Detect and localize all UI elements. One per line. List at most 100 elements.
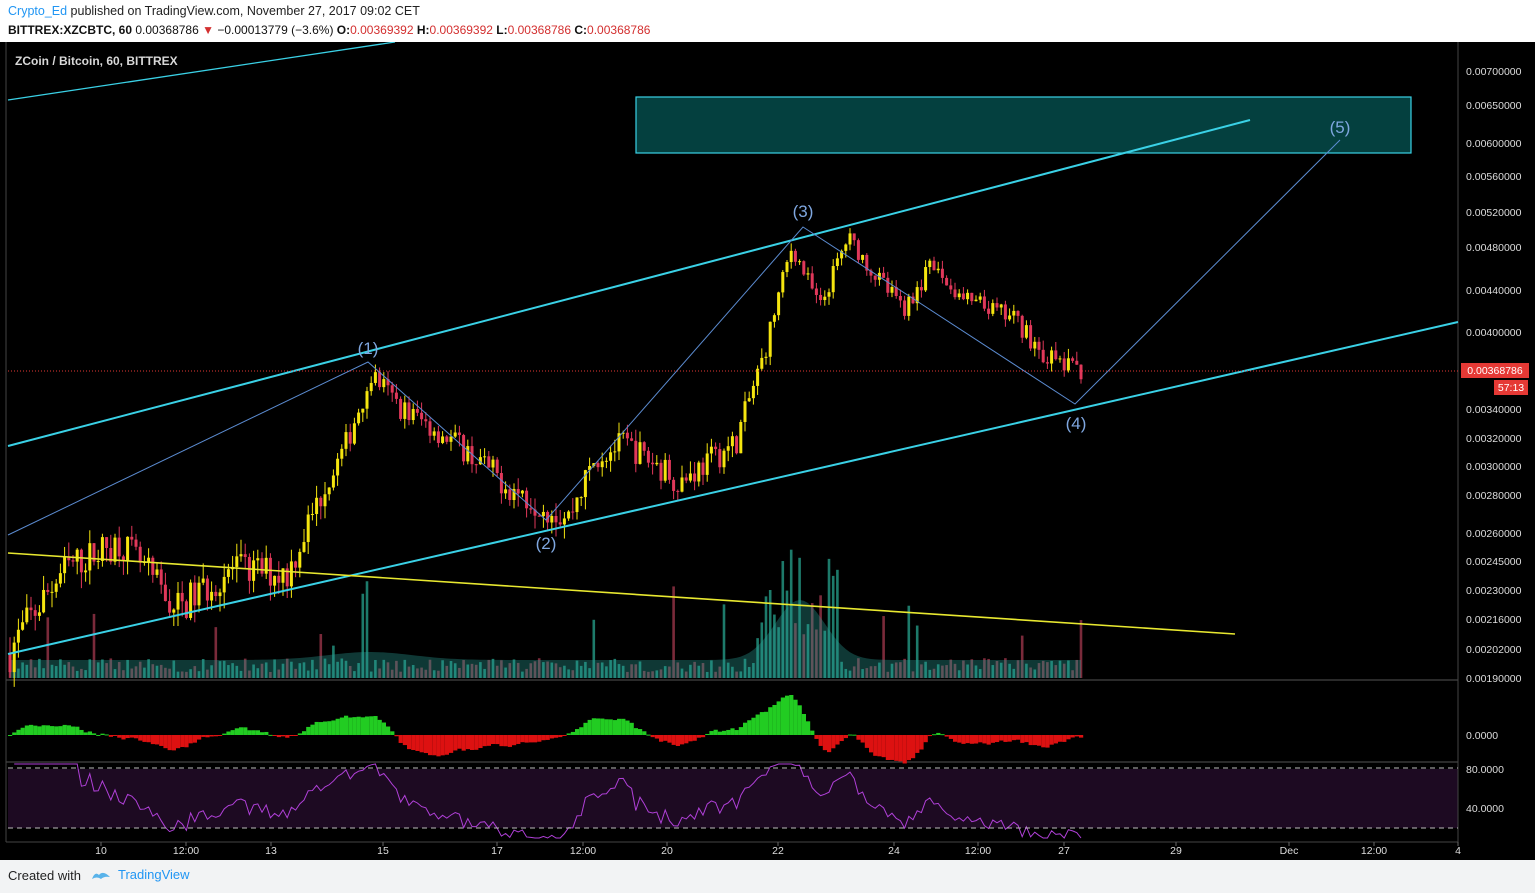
macd-bar [381,722,386,735]
macd-bar [596,718,601,735]
volume-bar [1033,669,1037,678]
macd-bar [289,735,294,736]
volume-bar [558,667,562,678]
volume-bar [1067,660,1070,678]
volume-bar [542,662,545,678]
candle-body [823,296,827,301]
volume-bar [407,666,411,678]
volume-bar [655,670,659,678]
volume-bar [999,662,1003,678]
macd-bar [465,735,470,750]
volume-bar [491,658,495,678]
macd-bar [444,735,449,755]
macd-bar [29,724,34,735]
volume-bar [25,664,29,678]
price-tick-label: 0.00202000 [1466,644,1522,656]
macd-bar [608,719,613,735]
upper-channel-line-old[interactable] [7,41,396,101]
macd-histogram [8,695,1084,764]
volume-bar [970,659,974,678]
chart-background [0,42,1535,860]
volume-bar [80,668,83,678]
countdown-label-bg [1494,380,1528,395]
yellow-trendline[interactable] [7,552,1236,635]
candle-body [29,607,33,611]
macd-bar [549,735,554,739]
volume-bar [256,668,260,678]
candle-body [134,539,138,547]
volume-bar [138,661,142,678]
volume-bar [474,664,478,678]
macd-bar [318,722,323,735]
volume-bar [781,561,785,678]
volume-bar [936,664,940,678]
candle-body [1066,358,1070,371]
candle-body [235,556,239,567]
target-zone-box[interactable] [635,96,1412,154]
candle-body [121,556,125,561]
chart-svg[interactable]: (1) (2) (3) (4) (5) ZCoin / Bitcoin, 60,… [0,41,1535,860]
tradingview-logo-icon [92,872,110,879]
candle-body [638,442,642,464]
candle-body [50,591,54,593]
volume-bar [831,575,835,678]
candle-body [1024,325,1028,338]
volume-bar [773,614,776,678]
macd-bar [268,734,273,736]
macd-bar [986,735,991,745]
macd-bar [944,735,949,737]
macd-bar [612,720,617,735]
macd-bar [213,735,218,737]
macd-bar [570,731,575,735]
macd-bar [587,719,592,735]
volume-bar [54,666,58,678]
macd-bar [953,735,958,742]
macd-bar [1020,735,1025,743]
candle-body [462,435,466,462]
macd-bar [772,704,777,735]
candle-body [663,459,667,481]
channel-upper-line[interactable] [7,119,1251,447]
candle-body [75,549,79,562]
macd-bar [995,735,1000,743]
price-axis[interactable]: 0.00700000 0.00650000 0.00600000 0.00560000… [1466,66,1522,685]
volume-bar [592,619,596,678]
volume-bar [941,665,944,678]
volume-bar [605,666,608,678]
volume-bar [777,627,780,678]
chart-area[interactable]: (1) (2) (3) (4) (5) ZCoin / Bitcoin, 60,… [0,41,1535,860]
candle-body [764,356,768,358]
macd-bar [827,735,832,753]
candle-body [390,385,394,393]
volume-bar [861,669,864,678]
candle-body [747,398,751,402]
price-tick-label: 0.00480000 [1466,242,1522,254]
candle-body [634,440,638,464]
candle-body [701,462,705,475]
elliott-wave-path[interactable] [7,139,1341,536]
macd-bar [675,735,680,746]
volume-bar [134,666,138,678]
macd-bar [121,735,126,740]
volume-bar [974,665,978,678]
candle-body [205,578,209,601]
candle-body [483,456,487,458]
macd-bar [818,735,823,746]
candle-body [793,250,797,262]
volume-bar [348,665,352,678]
volume-bar [357,663,360,678]
author-link[interactable]: Crypto_Ed [8,4,68,18]
high-value: 0.00369392 [429,23,493,37]
channel-lower-line[interactable] [7,321,1459,655]
candle-body [37,612,41,616]
macd-bar [1028,735,1033,746]
macd-bar [167,735,172,751]
macd-bar [873,735,878,756]
volume-bar [714,671,717,678]
volume-bar [537,658,541,678]
time-axis[interactable]: 10 12:00 13 15 17 12:00 20 22 24 12:00 27 29 Dec 12:0… [95,842,1461,857]
volume-bar [311,659,314,678]
volume-bar [164,667,167,678]
candle-body [222,576,226,593]
tradingview-link[interactable]: TradingView [90,867,190,882]
